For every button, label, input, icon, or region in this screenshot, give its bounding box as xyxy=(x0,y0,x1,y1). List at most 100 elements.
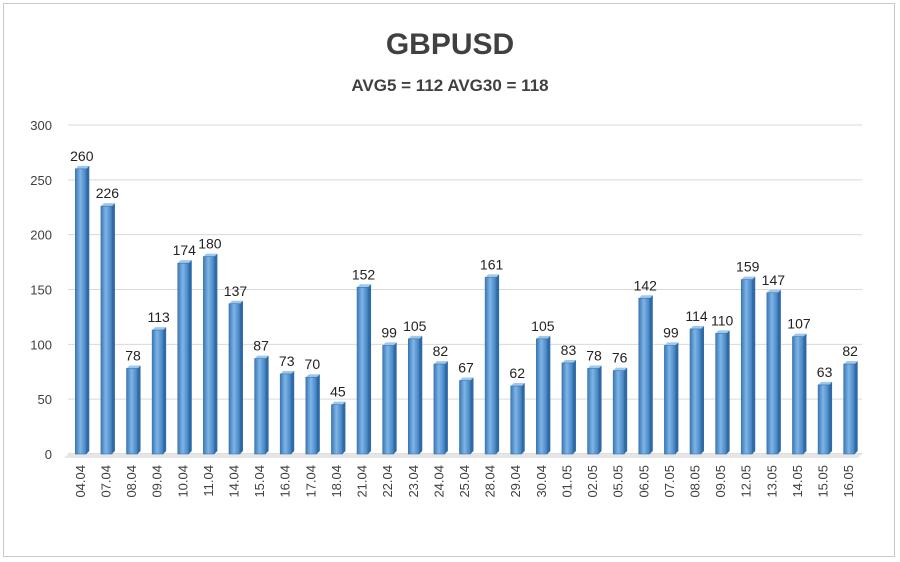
bars xyxy=(75,165,858,455)
bar-top xyxy=(741,276,756,280)
bar xyxy=(766,289,781,455)
x-tick-label: 14.05 xyxy=(790,465,805,498)
bar-side xyxy=(265,355,269,454)
data-label: 82 xyxy=(433,343,449,359)
data-label: 70 xyxy=(305,356,321,372)
data-label: 260 xyxy=(70,148,94,164)
bar xyxy=(203,253,218,455)
bar-front xyxy=(843,363,855,455)
bar-top xyxy=(843,361,858,365)
bar xyxy=(587,365,602,455)
bar xyxy=(228,300,243,455)
bar-front xyxy=(228,303,241,455)
bar xyxy=(433,361,448,455)
bar xyxy=(356,284,372,455)
bar-front xyxy=(407,338,420,455)
bar-front xyxy=(766,292,779,455)
bar xyxy=(561,359,576,455)
y-axis: 0 50 100 150 200 250 300 xyxy=(30,118,52,462)
bar-front xyxy=(382,345,394,455)
bar xyxy=(740,276,756,455)
bar-front xyxy=(740,279,753,455)
bar-top xyxy=(331,401,346,405)
data-label: 105 xyxy=(403,318,427,334)
data-label: 99 xyxy=(381,324,397,340)
bar-side xyxy=(572,359,576,454)
bar-side xyxy=(752,276,756,454)
y-tick-label: 250 xyxy=(30,173,52,188)
bar-front xyxy=(817,384,830,455)
data-label: 226 xyxy=(96,185,120,201)
bar-top xyxy=(690,325,705,329)
bar-front xyxy=(177,262,190,455)
bar-front xyxy=(612,370,625,455)
data-label: 78 xyxy=(586,347,602,363)
bar xyxy=(177,260,192,455)
bar-side xyxy=(239,300,243,454)
x-tick-label: 29.04 xyxy=(508,465,523,498)
bar-side xyxy=(163,327,167,454)
bar xyxy=(151,327,167,455)
bar-top xyxy=(766,289,781,293)
bar-top xyxy=(485,274,500,278)
data-label: 87 xyxy=(253,338,269,354)
x-tick-label: 15.05 xyxy=(816,465,831,498)
data-label: 137 xyxy=(224,283,248,299)
bar xyxy=(305,374,320,455)
bar xyxy=(407,335,423,455)
bar-front xyxy=(459,380,471,455)
bar-top xyxy=(203,253,218,257)
x-tick-label: 05.05 xyxy=(611,465,626,498)
bar-side xyxy=(368,284,372,454)
bar-front xyxy=(664,345,676,455)
y-tick-label: 150 xyxy=(30,283,52,298)
data-label: 152 xyxy=(352,266,376,282)
bar-top xyxy=(459,377,474,381)
data-label: 63 xyxy=(817,364,833,380)
bar xyxy=(792,333,807,455)
bar-side xyxy=(214,253,218,454)
bar-front xyxy=(279,373,292,455)
bar-side xyxy=(111,203,115,454)
bar-side xyxy=(86,165,90,454)
bar-front xyxy=(433,363,446,455)
x-tick-label: 06.05 xyxy=(636,465,651,498)
bar xyxy=(536,335,551,455)
bar-side xyxy=(624,367,628,454)
bar-side xyxy=(547,335,551,454)
data-label: 161 xyxy=(480,256,504,272)
bar-side xyxy=(829,381,833,454)
y-tick-label: 0 xyxy=(45,447,52,462)
bar-side xyxy=(291,370,295,454)
y-tick-label: 100 xyxy=(30,337,52,352)
bar-top xyxy=(126,365,141,369)
data-label: 67 xyxy=(458,360,474,376)
x-tick-label: 21.04 xyxy=(355,465,370,498)
x-tick-label: 08.04 xyxy=(124,465,139,498)
x-tick-label: 28.04 xyxy=(483,465,498,498)
data-label: 110 xyxy=(711,312,734,328)
x-tick-label: 15.04 xyxy=(252,465,267,498)
x-tick-label: 25.04 xyxy=(457,465,472,498)
bar-side xyxy=(649,295,653,454)
axis-floor xyxy=(64,454,862,458)
bar-top xyxy=(382,342,397,346)
x-tick-label: 07.05 xyxy=(662,465,677,498)
bar-top xyxy=(100,203,115,207)
x-tick-label: 12.05 xyxy=(739,465,754,498)
bar xyxy=(664,342,679,455)
bar xyxy=(331,401,346,455)
data-label: 99 xyxy=(663,324,679,340)
bar-front xyxy=(638,297,651,455)
data-label: 180 xyxy=(198,236,222,252)
bar-top xyxy=(510,383,525,387)
bar-front xyxy=(715,333,727,455)
bar xyxy=(100,203,115,455)
x-tick-label: 16.05 xyxy=(841,465,856,498)
x-tick-label: 07.04 xyxy=(98,465,113,498)
chart-title: GBPUSD xyxy=(385,28,515,61)
bar-side xyxy=(137,365,141,454)
bar-side xyxy=(342,401,346,454)
bar-side xyxy=(726,330,730,454)
